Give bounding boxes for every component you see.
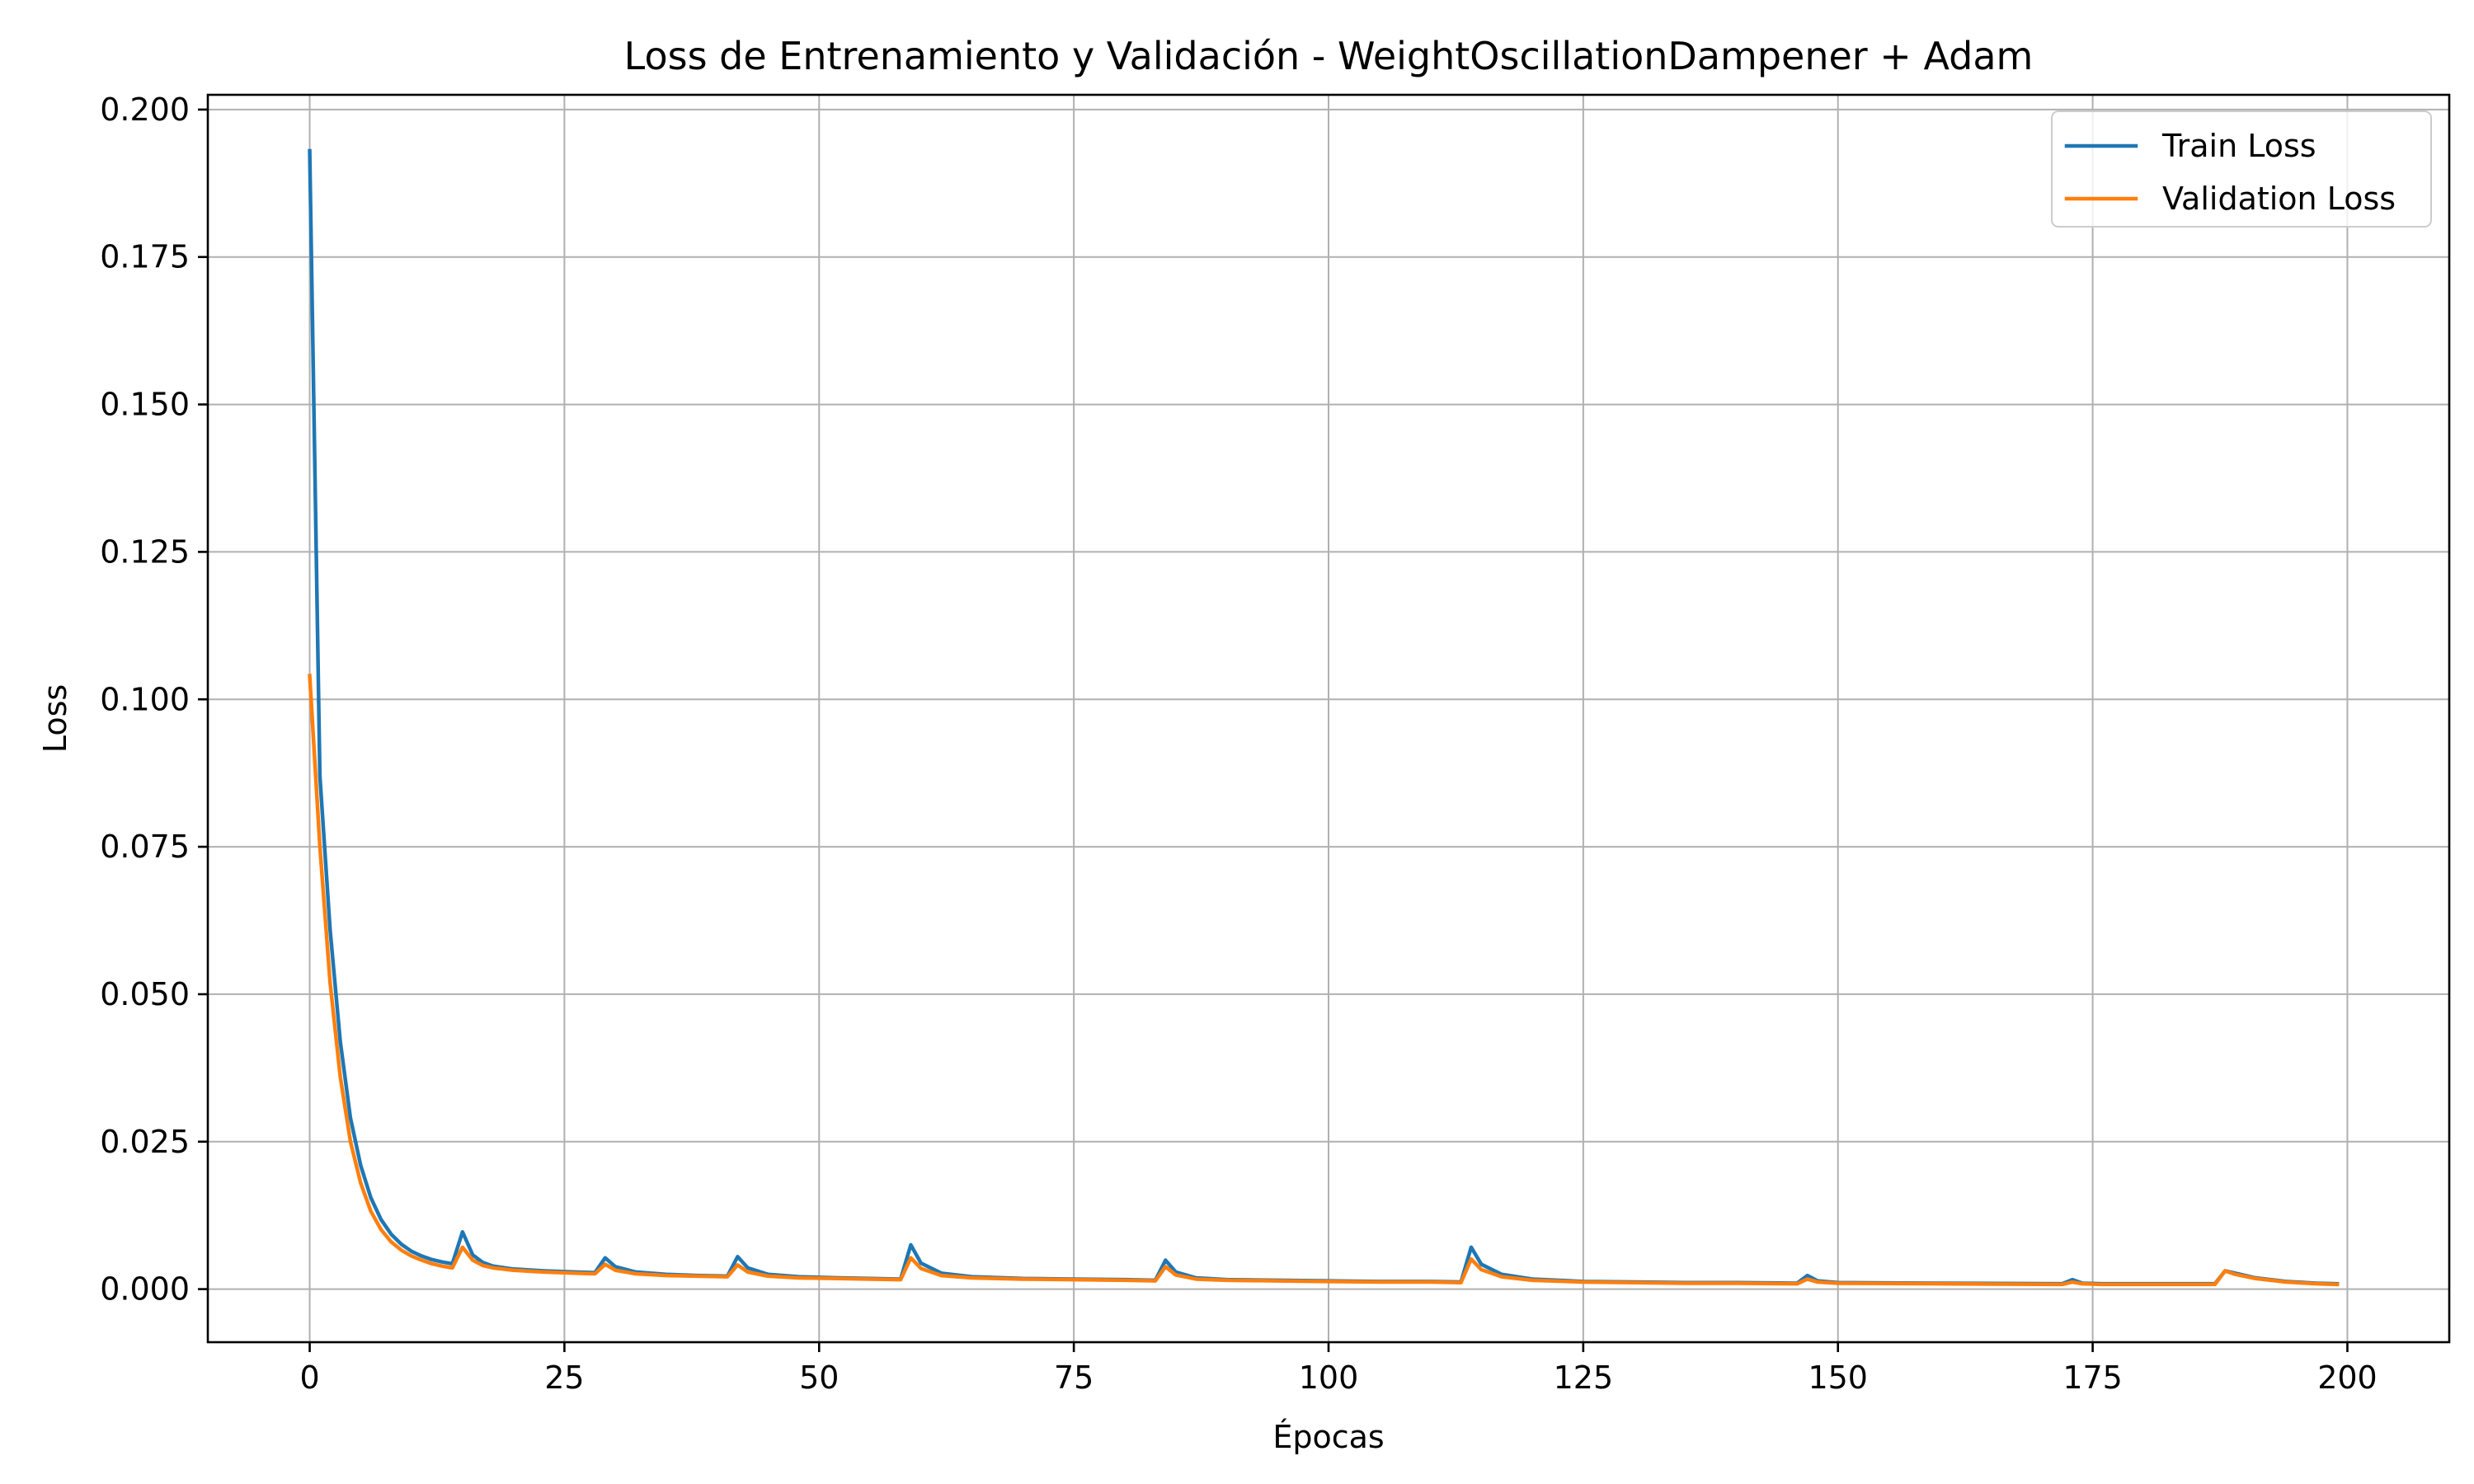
- legend: Train Loss Validation Loss: [2051, 110, 2432, 228]
- y-axis-ticks: 0.000 0.025 0.050 0.075 0.100 0.125 0.150 0.175…: [100, 92, 208, 1308]
- y-tick-label: 0.025: [100, 1124, 190, 1160]
- y-tick-label: 0.200: [100, 92, 190, 128]
- validation-loss-line: [308, 674, 2340, 1287]
- x-tick-label: 175: [2062, 1360, 2123, 1396]
- legend-box: [2051, 110, 2432, 228]
- y-tick-label: 0.150: [100, 387, 190, 423]
- y-tick-label: 0.100: [100, 681, 190, 717]
- chart-title: Loss de Entrenamiento y Validación - Wei…: [624, 34, 2034, 78]
- x-tick-label: 0: [299, 1360, 319, 1396]
- x-axis-ticks: 0 25 50 75 100 125 150 175 200: [299, 1342, 2378, 1396]
- y-tick-label: 0.050: [100, 976, 190, 1012]
- y-axis-label: Loss: [37, 684, 73, 753]
- x-tick-label: 75: [1054, 1360, 1094, 1396]
- x-tick-label: 200: [2317, 1360, 2378, 1396]
- x-tick-label: 100: [1299, 1360, 1359, 1396]
- x-axis-label: Épocas: [1272, 1419, 1384, 1455]
- y-tick-label: 0.125: [100, 533, 190, 570]
- legend-label-validation-loss: Validation Loss: [2162, 181, 2396, 217]
- series-lines: [308, 148, 2340, 1287]
- grid-lines: [208, 95, 2449, 1342]
- train-loss-line: [308, 148, 2340, 1286]
- x-tick-label: 25: [544, 1360, 584, 1396]
- legend-label-train-loss: Train Loss: [2161, 128, 2316, 164]
- x-tick-label: 50: [799, 1360, 839, 1396]
- y-tick-label: 0.000: [100, 1271, 190, 1308]
- x-tick-label: 125: [1554, 1360, 1614, 1396]
- y-tick-label: 0.175: [100, 239, 190, 275]
- x-tick-label: 150: [1808, 1360, 1868, 1396]
- y-tick-label: 0.075: [100, 829, 190, 865]
